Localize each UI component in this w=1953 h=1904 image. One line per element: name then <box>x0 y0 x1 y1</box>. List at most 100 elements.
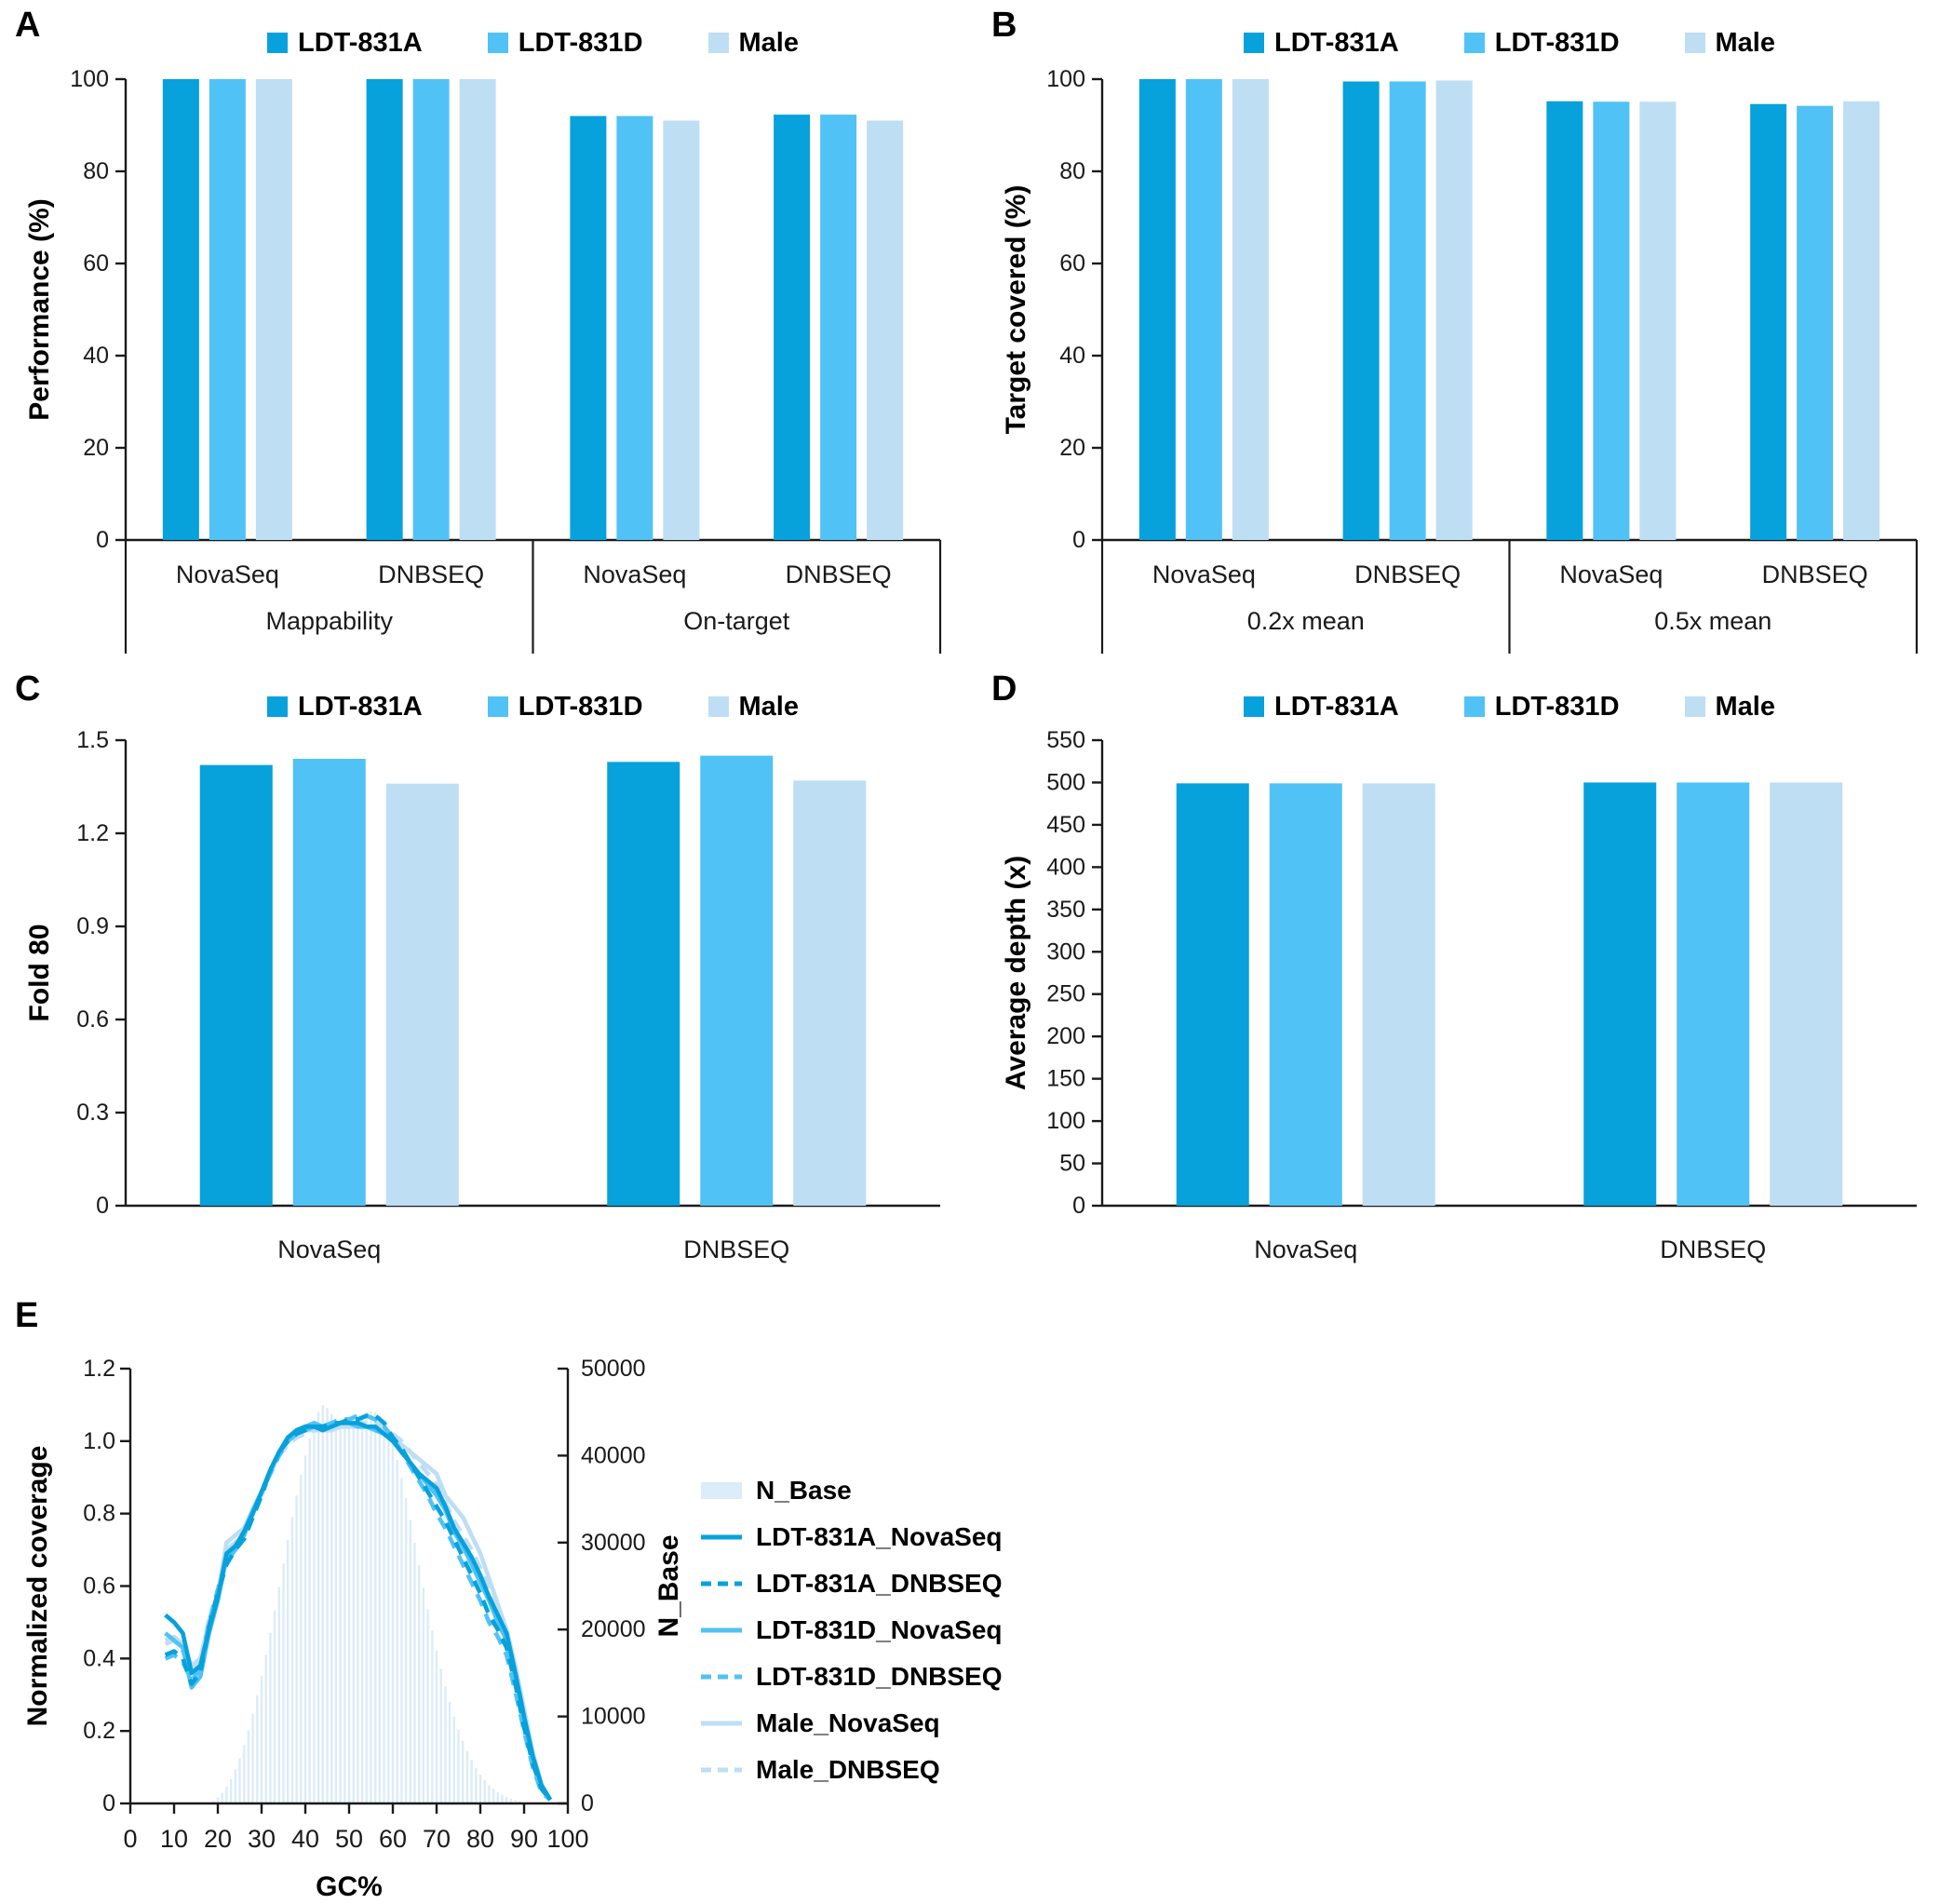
y-tick-label: 250 <box>1046 981 1085 1007</box>
bar-LDT-831D-DNBSEQ-1 <box>412 79 450 540</box>
histogram-bar <box>303 1455 307 1803</box>
histogram-bar <box>462 1740 465 1803</box>
right-y-tick-label: 30000 <box>581 1530 646 1556</box>
panel-e-legend: N_Base LDT-831A_NovaSeq LDT-831A_DNBSEQ LDT… <box>700 1467 1003 1793</box>
x-group-label: 0.5x mean <box>1654 607 1771 635</box>
legend-label: LDT-831D <box>1494 27 1620 58</box>
histogram-bar <box>448 1701 451 1803</box>
legend-label: Male <box>738 27 799 58</box>
bar-Male-NovaSeq-0 <box>385 783 459 1206</box>
x-tick-label: 40 <box>291 1825 319 1853</box>
histogram-bar <box>435 1650 438 1803</box>
legend-item-LDT-831D: LDT-831D <box>1463 27 1620 59</box>
right-y-tick-label: 50000 <box>581 1356 646 1382</box>
legend-item-Male: Male <box>1684 28 1775 59</box>
legend-swatch-icon <box>487 33 508 53</box>
panel-c: C LDT-831A LDT-831D Male 0 0.3 0.6 0.9 1.2 1.5 N… <box>0 656 976 1294</box>
histogram-bar <box>478 1775 482 1803</box>
bar-LDT-831A-DNBSEQ-1 <box>607 762 680 1206</box>
bar-Male-DNBSEQ-1 <box>1435 80 1473 541</box>
y-tick-label: 40 <box>83 343 109 369</box>
y-tick-label: 0.9 <box>76 913 109 939</box>
bar-LDT-831D-DNBSEQ-1 <box>700 755 774 1206</box>
legend-item-LDT-831A: LDT-831A <box>266 28 423 59</box>
legend-label: LDT-831A <box>1273 691 1399 722</box>
bar-LDT-831D-NovaSeq-0 <box>1185 79 1222 540</box>
y-tick-label: 0.3 <box>76 1100 109 1126</box>
histogram-bar <box>391 1444 395 1803</box>
histogram-bar <box>475 1767 478 1803</box>
legend-swatch-icon <box>1243 696 1264 717</box>
y-tick-label: 0 <box>96 527 109 553</box>
y-tick-label: 0 <box>96 1193 109 1219</box>
histogram-bar <box>313 1423 316 1803</box>
legend-label: Male <box>1715 691 1775 722</box>
x-group-label: On-target <box>683 607 790 635</box>
histogram-bar <box>470 1760 473 1803</box>
bar-LDT-831D-NovaSeq-0 <box>209 79 246 540</box>
histogram-bar <box>365 1411 368 1803</box>
histogram-bar <box>269 1632 272 1803</box>
histogram-bar <box>418 1565 421 1803</box>
y-tick-label: 50 <box>1059 1151 1085 1177</box>
y-tick-label: 0 <box>1072 1193 1085 1219</box>
legend-label: N_Base <box>756 1476 852 1505</box>
legend-swatch-icon <box>266 696 288 717</box>
y-tick-label: 550 <box>1046 727 1085 753</box>
histogram-bar <box>264 1654 267 1803</box>
x-group-label: 0.2x mean <box>1247 607 1365 635</box>
bar-LDT-831A-NovaSeq-0 <box>1176 783 1249 1206</box>
right-y-tick-label: 0 <box>581 1790 594 1816</box>
histogram-bar <box>409 1519 411 1803</box>
legend-item-LDT-831D: LDT-831D <box>487 692 643 722</box>
histogram-bar <box>483 1779 486 1803</box>
y-tick-label: 300 <box>1046 938 1085 965</box>
x-category-label: DNBSEQ <box>378 560 484 588</box>
bar-LDT-831A-DNBSEQ-3 <box>1750 103 1787 540</box>
x-tick-label: 20 <box>204 1825 232 1853</box>
histogram-bar <box>374 1411 377 1803</box>
bar-Male-NovaSeq-2 <box>663 120 700 541</box>
histogram-bar <box>352 1419 355 1803</box>
histogram-bar <box>357 1416 359 1803</box>
legend-swatch-icon <box>701 1767 742 1773</box>
legend-swatch-icon <box>701 1627 742 1633</box>
left-y-tick-label: 0.4 <box>83 1645 115 1671</box>
histogram-bar <box>295 1495 298 1803</box>
bar-Male-DNBSEQ-3 <box>1843 101 1880 540</box>
legend-swatch-icon <box>707 33 729 53</box>
y-tick-label: 0 <box>1072 527 1085 553</box>
bar-Male-NovaSeq-0 <box>255 79 292 540</box>
histogram-bar <box>505 1796 508 1803</box>
bar-LDT-831A-NovaSeq-0 <box>199 764 273 1206</box>
x-axis-title: GC% <box>316 1871 383 1902</box>
legend-swatch-icon <box>266 33 288 53</box>
histogram-bar <box>378 1415 382 1803</box>
y-tick-label: 1.5 <box>76 727 109 753</box>
y-tick-label: 20 <box>83 435 109 461</box>
histogram-bar <box>317 1411 320 1803</box>
histogram-bar <box>229 1778 233 1803</box>
y-axis-title: Target covered (%) <box>1001 185 1031 435</box>
x-tick-label: 100 <box>546 1825 588 1853</box>
bar-LDT-831A-DNBSEQ-3 <box>774 115 811 541</box>
histogram-bar <box>339 1421 342 1803</box>
panel-d-chart: 0 50 100 150 200 250 300 350 400 450 500 550 NovaSeq… <box>1001 727 1917 1263</box>
x-tick-label: 50 <box>335 1825 363 1853</box>
right-y-tick-label: 20000 <box>581 1616 646 1642</box>
legend-item-LDT-831A_DNBSEQ: LDT-831A_DNBSEQ <box>700 1560 1003 1607</box>
x-group-label: Mappability <box>265 607 393 635</box>
panel-d: D LDT-831A LDT-831D Male 0 50 100 150 200 250 30… <box>976 656 1953 1294</box>
legend-label: LDT-831D <box>1494 691 1620 722</box>
x-tick-label: 30 <box>248 1825 276 1853</box>
histogram-bar <box>330 1413 333 1803</box>
bar-LDT-831D-NovaSeq-2 <box>1593 101 1630 540</box>
legend-swatch-icon <box>701 1674 742 1680</box>
bar-Male-DNBSEQ-1 <box>793 780 867 1206</box>
histogram-bar <box>360 1413 364 1803</box>
x-category-label: DNBSEQ <box>786 560 892 588</box>
panel-c-label: C <box>15 669 41 709</box>
x-category-label: NovaSeq <box>1152 560 1256 588</box>
legend-item-N_Base: N_Base <box>700 1467 1003 1514</box>
left-y-tick-label: 0.2 <box>83 1718 115 1744</box>
